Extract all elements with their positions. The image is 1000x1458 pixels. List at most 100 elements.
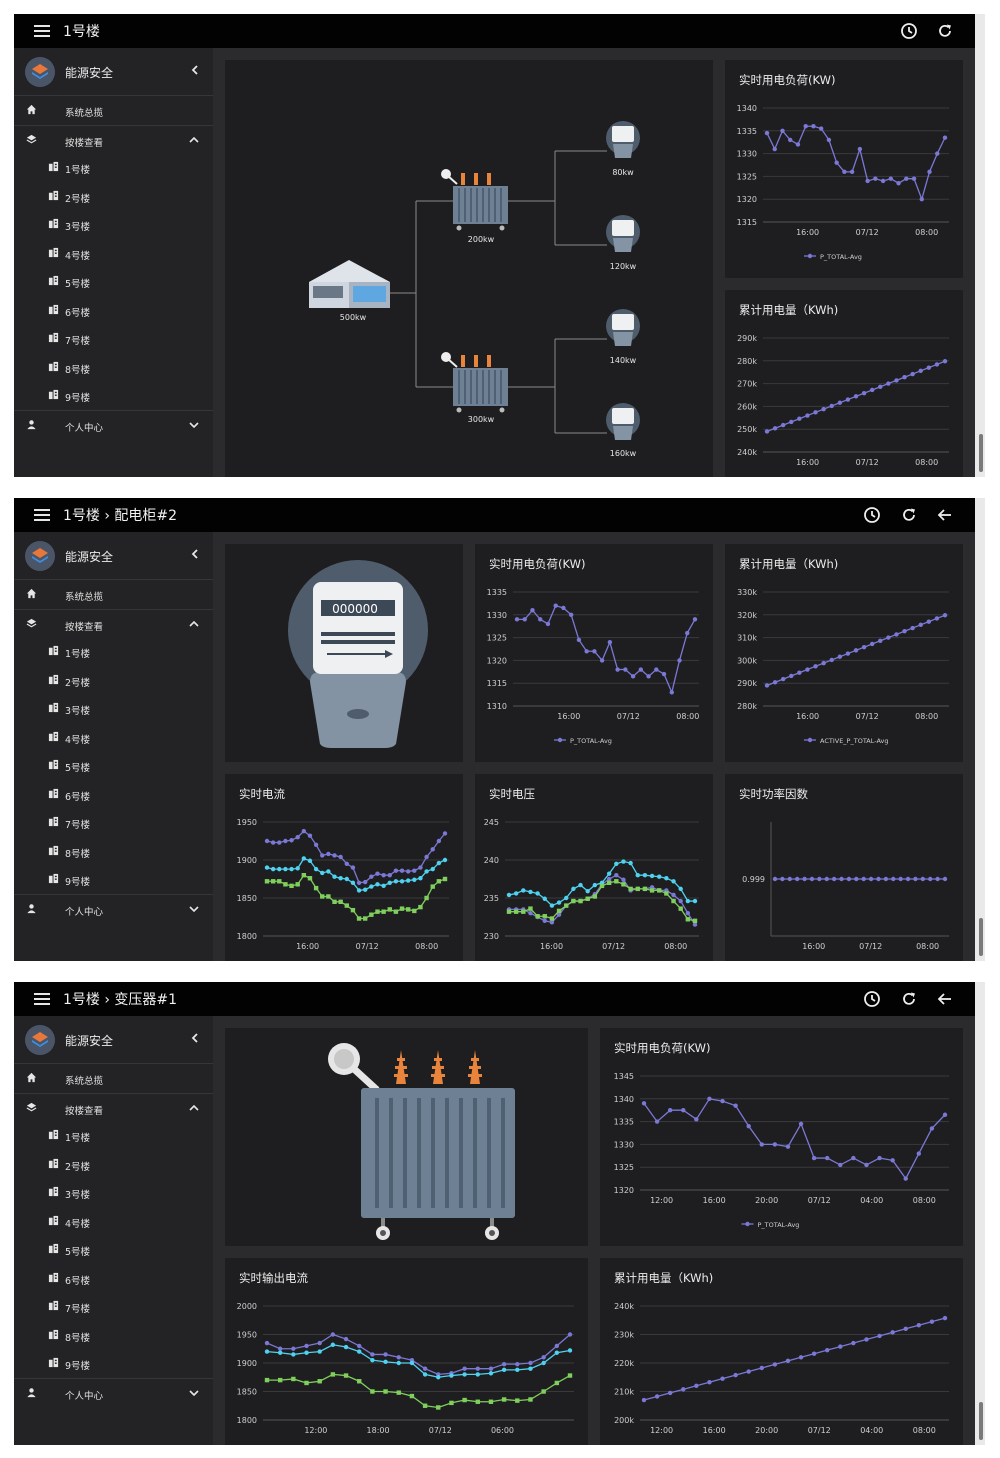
data-point[interactable]: [861, 644, 867, 650]
data-point[interactable]: [556, 908, 562, 914]
sidebar-item-building-2[interactable]: 2号楼: [14, 666, 213, 695]
data-point[interactable]: [350, 865, 356, 870]
data-point[interactable]: [845, 651, 851, 656]
data-point[interactable]: [942, 613, 948, 618]
data-point[interactable]: [344, 876, 349, 882]
data-point[interactable]: [317, 1349, 322, 1354]
data-point[interactable]: [541, 1360, 546, 1366]
data-point[interactable]: [746, 1369, 751, 1374]
data-point[interactable]: [521, 909, 526, 914]
data-point[interactable]: [396, 1390, 401, 1395]
history-icon[interactable]: [863, 990, 881, 1008]
data-point[interactable]: [422, 1366, 428, 1371]
data-point[interactable]: [584, 649, 589, 654]
data-point[interactable]: [853, 648, 859, 653]
data-point[interactable]: [614, 873, 619, 878]
data-point[interactable]: [918, 622, 923, 628]
data-point[interactable]: [515, 1367, 520, 1373]
data-point[interactable]: [338, 854, 343, 860]
chevron-up-icon[interactable]: [189, 619, 199, 629]
history-icon[interactable]: [900, 22, 918, 40]
data-point[interactable]: [585, 888, 590, 894]
data-point[interactable]: [399, 906, 405, 911]
sidebar-item-building-2[interactable]: 2号楼: [14, 1150, 213, 1179]
collapse-sidebar-icon[interactable]: [189, 548, 201, 560]
data-point[interactable]: [289, 883, 294, 889]
data-point[interactable]: [857, 146, 863, 152]
data-point[interactable]: [894, 632, 899, 637]
data-point[interactable]: [567, 1332, 573, 1337]
sidebar-item-building-6[interactable]: 6号楼: [14, 780, 213, 809]
data-point[interactable]: [264, 1377, 270, 1383]
data-point[interactable]: [661, 671, 667, 677]
data-point[interactable]: [876, 876, 881, 882]
data-point[interactable]: [488, 1399, 494, 1404]
data-point[interactable]: [853, 394, 859, 399]
data-point[interactable]: [746, 1123, 751, 1129]
data-point[interactable]: [646, 674, 651, 679]
data-point[interactable]: [877, 1333, 882, 1339]
data-point[interactable]: [883, 876, 889, 882]
data-point[interactable]: [607, 639, 613, 645]
data-point[interactable]: [671, 892, 676, 898]
data-point[interactable]: [488, 1366, 494, 1371]
data-point[interactable]: [313, 842, 319, 847]
data-point[interactable]: [338, 876, 343, 881]
data-point[interactable]: [873, 176, 878, 181]
data-point[interactable]: [821, 406, 826, 412]
data-point[interactable]: [521, 888, 526, 893]
data-point[interactable]: [571, 886, 576, 892]
data-point[interactable]: [436, 838, 442, 844]
sidebar-item-building-3[interactable]: 3号楼: [14, 210, 213, 239]
data-point[interactable]: [578, 898, 583, 904]
data-point[interactable]: [667, 1390, 673, 1396]
legend-label[interactable]: ACTIVE_P_TOTAL-Avg: [820, 737, 888, 745]
data-point[interactable]: [694, 1383, 699, 1388]
data-point[interactable]: [442, 857, 448, 863]
data-point[interactable]: [295, 866, 300, 871]
data-point[interactable]: [916, 1151, 922, 1156]
data-point[interactable]: [549, 903, 555, 908]
data-point[interactable]: [291, 1346, 296, 1351]
data-point[interactable]: [295, 882, 300, 887]
data-point[interactable]: [913, 876, 918, 882]
data-point[interactable]: [535, 891, 540, 896]
data-point[interactable]: [515, 1361, 520, 1367]
data-point[interactable]: [528, 1397, 533, 1402]
data-point[interactable]: [301, 828, 307, 834]
data-point[interactable]: [621, 859, 626, 864]
menu-icon[interactable]: [34, 993, 50, 1006]
data-point[interactable]: [599, 658, 605, 663]
data-point[interactable]: [381, 909, 386, 914]
data-point[interactable]: [733, 1103, 738, 1108]
data-point[interactable]: [567, 1348, 573, 1353]
data-point[interactable]: [927, 169, 932, 175]
chevron-up-icon[interactable]: [189, 1103, 199, 1113]
data-point[interactable]: [424, 895, 429, 901]
data-point[interactable]: [592, 649, 597, 654]
scrollbar[interactable]: [975, 14, 985, 477]
data-point[interactable]: [811, 1155, 817, 1161]
legend-label[interactable]: P_TOTAL-Avg: [758, 1221, 800, 1229]
sidebar-item-by-building[interactable]: 按楼查看: [14, 1092, 213, 1122]
sidebar-item-building-5[interactable]: 5号楼: [14, 267, 213, 296]
data-point[interactable]: [436, 879, 442, 884]
data-point[interactable]: [277, 866, 282, 872]
data-point[interactable]: [794, 876, 800, 882]
data-point[interactable]: [849, 169, 855, 175]
data-point[interactable]: [628, 860, 633, 866]
transformer-200-icon[interactable]: [441, 169, 508, 231]
data-point[interactable]: [436, 1375, 441, 1380]
data-point[interactable]: [886, 381, 891, 386]
data-point[interactable]: [677, 658, 682, 663]
data-point[interactable]: [369, 884, 374, 889]
sidebar-item-building-6[interactable]: 6号楼: [14, 296, 213, 325]
data-point[interactable]: [264, 879, 270, 884]
data-point[interactable]: [475, 1372, 480, 1377]
data-point[interactable]: [890, 1158, 895, 1163]
data-point[interactable]: [630, 674, 636, 679]
data-point[interactable]: [350, 880, 356, 885]
data-point[interactable]: [399, 879, 405, 884]
data-point[interactable]: [638, 667, 644, 672]
data-point[interactable]: [878, 638, 883, 643]
